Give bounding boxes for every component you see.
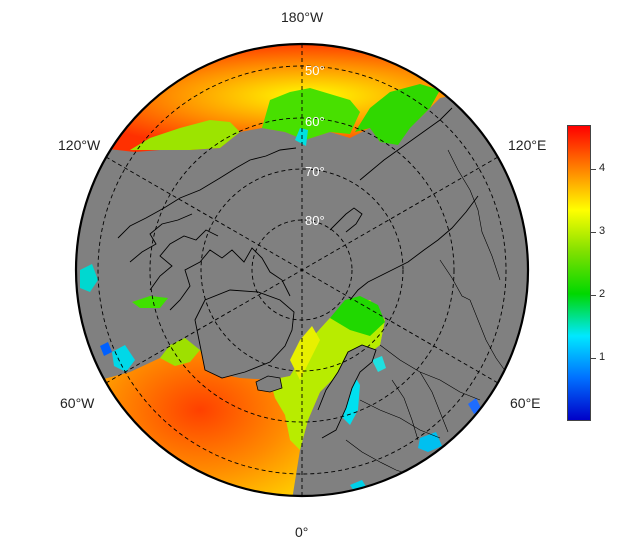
colorbar-tick-label: 4 [599,162,606,175]
colorbar [567,125,591,421]
lat-label-70: 70° [305,164,325,179]
canada-bay-green [132,296,168,308]
black-sea-cyan [418,432,442,452]
greenland-land [195,290,294,378]
bering-strait-cyan [295,128,308,146]
colorbar-tick-label: 2 [599,288,606,301]
colorbar-tick-mark [591,232,596,234]
country-borders [345,149,507,477]
alaska-coast-green [130,120,240,150]
lon-label-upper-left: 120°W [58,137,101,153]
lon-label-bottom: 0° [295,524,309,540]
scandinavia-land [318,345,376,438]
hudson-strait-field [160,338,200,366]
canada-inlet-cyan [80,264,98,292]
lat-label-60: 60° [305,114,325,129]
norwegian-sea-field [270,300,385,450]
colorbar-tick-mark [591,169,596,171]
lon-label-upper-right: 120°E [508,137,547,153]
lat-label-80: 80° [305,213,325,228]
colorbar-tick-mark [591,295,596,297]
colorbar-tick-label: 3 [599,225,606,238]
barents-green [330,296,385,336]
lon-label-lower-left: 60°W [60,395,95,411]
graticule [97,44,507,496]
gulf-blue [100,342,112,356]
lon-label-lower-right: 60°E [510,395,541,411]
bering-green-band [262,88,360,140]
greenland-sea-yellow [290,326,320,380]
lon-label-top: 180°W [281,9,324,25]
colorbar-tick-mark [591,358,596,360]
iceland-land [255,375,283,393]
coastlines [117,107,479,439]
colorbar-tick-label: 1 [599,351,606,364]
white-sea-cyan [372,356,386,372]
labrador-cyan [112,345,135,372]
okhotsk-green [355,84,440,145]
lat-label-50: 50° [305,63,325,78]
map-boundary [74,42,530,498]
